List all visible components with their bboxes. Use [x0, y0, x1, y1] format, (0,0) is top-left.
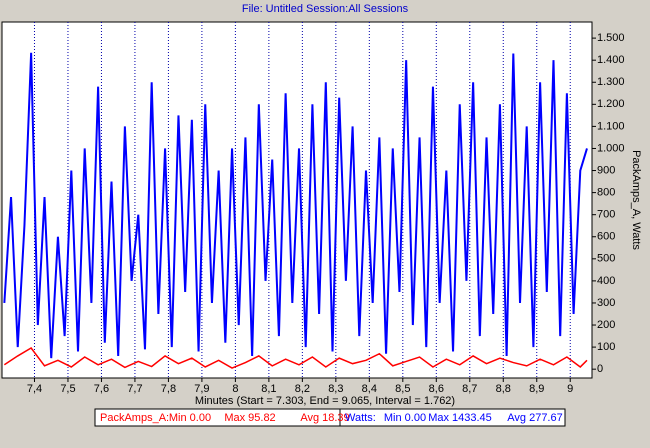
y-tick-label: 1.400 [597, 54, 625, 66]
x-tick-label: 8,9 [529, 383, 544, 395]
x-tick-label: 9 [567, 383, 573, 395]
x-tick-label: 8,8 [496, 383, 511, 395]
chart-title: File: Untitled Session:All Sessions [242, 3, 409, 15]
x-tick-label: 8 [232, 383, 238, 395]
y-tick-label: 1.100 [597, 120, 625, 132]
y-tick-label: 500 [597, 253, 615, 265]
x-tick-label: 8,6 [429, 383, 444, 395]
y-tick-label: 400 [597, 275, 615, 287]
y-tick-label: 1.000 [597, 142, 625, 154]
y-tick-label: 1.200 [597, 98, 625, 110]
series-line [3, 52, 588, 359]
y-tick-label: 1.500 [597, 32, 625, 44]
x-tick-label: 7,7 [127, 383, 142, 395]
x-tick-label: 7,6 [94, 383, 109, 395]
y-tick-label: 600 [597, 231, 615, 243]
y-axis-title: PackAmps_A, Watts [630, 150, 642, 250]
legend-stat: Avg 277.67 [507, 412, 562, 424]
y-tick-label: 900 [597, 164, 615, 176]
legend-stat: Max 1433.45 [428, 412, 492, 424]
x-tick-label: 8,5 [395, 383, 410, 395]
series-line [3, 347, 588, 369]
y-tick-label: 700 [597, 209, 615, 221]
x-axis-title: Minutes (Start = 7.303, End = 9.065, Int… [195, 395, 455, 407]
y-tick-label: 800 [597, 187, 615, 199]
x-tick-label: 7,4 [27, 383, 42, 395]
y-tick-label: 300 [597, 297, 615, 309]
x-tick-label: 7,9 [194, 383, 209, 395]
y-tick-label: 200 [597, 319, 615, 331]
y-tick-label: 0 [597, 363, 603, 375]
x-tick-label: 8,7 [462, 383, 477, 395]
legend-stat: Max 95.82 [224, 412, 275, 424]
legend-label: Watts: [345, 412, 376, 424]
x-tick-label: 7,8 [161, 383, 176, 395]
x-tick-label: 7,5 [60, 383, 75, 395]
legend-stat: Min 0.00 [169, 412, 211, 424]
x-tick-label: 8,4 [362, 383, 377, 395]
y-tick-label: 100 [597, 341, 615, 353]
legend-stat: Avg 18.39 [300, 412, 349, 424]
legend-box [94, 408, 566, 427]
x-tick-label: 8,3 [328, 383, 343, 395]
x-tick-label: 8,2 [295, 383, 310, 395]
y-tick-label: 1.300 [597, 76, 625, 88]
x-tick-label: 8,1 [261, 383, 276, 395]
legend-label: PackAmps_A: [100, 412, 169, 424]
legend-stat: Min 0.00 [384, 412, 426, 424]
